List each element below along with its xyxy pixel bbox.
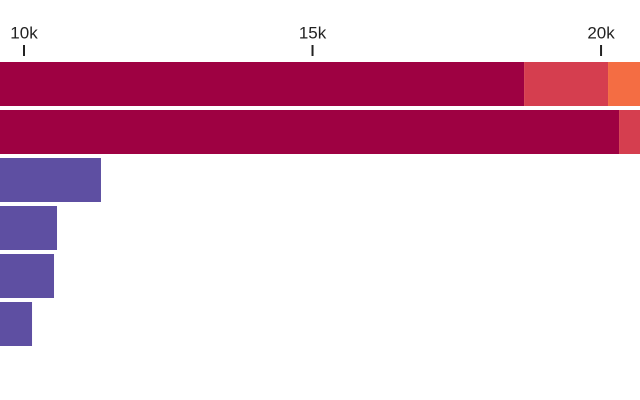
bar-segment — [608, 62, 640, 106]
x-tick-label: 15k — [299, 23, 327, 42]
bar-segment — [524, 62, 609, 106]
bar-segment — [0, 206, 58, 250]
bar-segment — [0, 158, 101, 202]
bar-segment — [0, 302, 33, 346]
bar-segment — [0, 254, 55, 298]
plot-area — [0, 62, 640, 346]
bar-segment — [0, 110, 620, 154]
x-tick-label: 10k — [10, 23, 38, 42]
x-tick-label: 20k — [587, 23, 615, 42]
bar-segment — [0, 62, 525, 106]
bar-segment — [619, 110, 640, 154]
